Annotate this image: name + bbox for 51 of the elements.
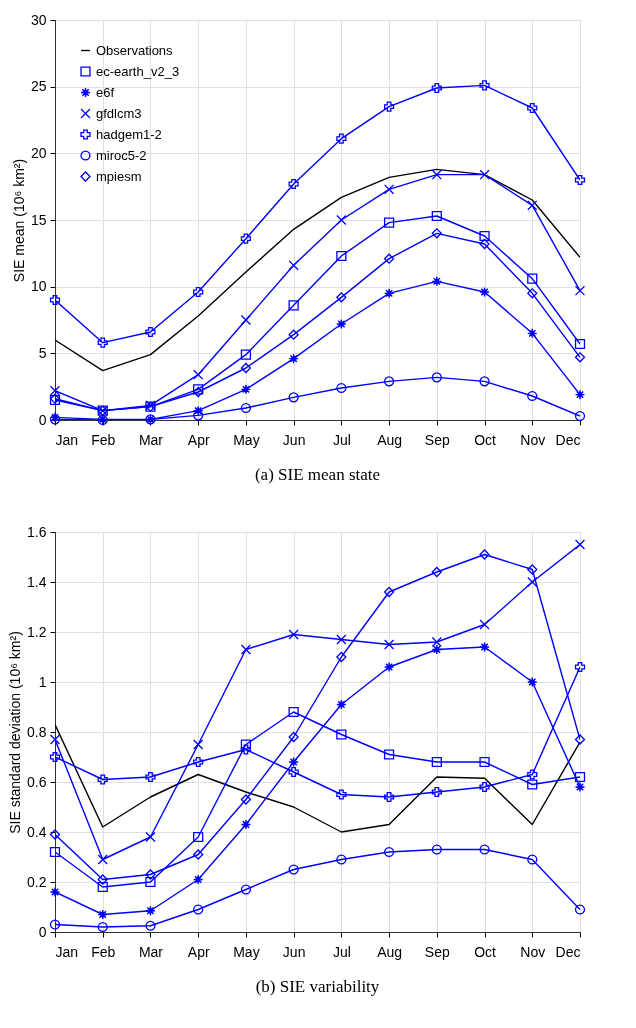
legend-label: hadgem1-2 <box>96 126 162 142</box>
y-tick-label: 0.8 <box>27 723 47 740</box>
text: (b) SIE variability <box>255 977 380 996</box>
y-tick-label: 25 <box>30 78 47 95</box>
legend-label: gfdlcm3 <box>96 105 142 121</box>
y-tick-label: 0 <box>38 923 47 940</box>
x-tick-label: Feb <box>91 943 116 960</box>
y-tick-label: 10 <box>30 278 47 295</box>
x-tick-label: May <box>233 431 260 448</box>
legend-label: e6f <box>96 84 115 100</box>
x-tick-label: Sep <box>424 943 450 960</box>
y-tick-label: 30 <box>30 11 47 28</box>
legend-label: ec-earth_v2_3 <box>96 63 180 79</box>
x-tick-label: Nov <box>520 943 546 960</box>
x-tick-label: Apr <box>187 431 210 448</box>
legend-label: Observations <box>96 42 174 58</box>
x-tick-label: Jul <box>332 431 351 448</box>
x-tick-label: Mar <box>138 943 164 960</box>
x-tick-label: Dec <box>555 431 581 448</box>
text: (a) SIE mean state <box>254 465 381 484</box>
x-tick-label: Nov <box>520 431 546 448</box>
x-tick-label: May <box>233 943 260 960</box>
legend-label: miroc5-2 <box>96 147 147 163</box>
y-tick-label: 20 <box>30 144 47 161</box>
x-tick-label: Mar <box>138 431 164 448</box>
x-tick-label: Jul <box>332 943 351 960</box>
y-tick-label: 0.4 <box>27 823 47 840</box>
x-tick-label: Jun <box>282 943 306 960</box>
x-tick-label: Dec <box>555 943 581 960</box>
x-tick-label: Aug <box>377 431 403 448</box>
y-axis-title: SIE mean (10⁶ km²) <box>10 158 27 283</box>
x-tick-label: Apr <box>187 943 210 960</box>
y-axis-title: SIE standard deviation (10⁶ km²) <box>7 631 24 834</box>
y-tick-label: 1 <box>38 673 47 690</box>
y-tick-label: 0.6 <box>27 773 47 790</box>
y-tick-label: 1.4 <box>27 573 47 590</box>
x-tick-label: Jan <box>55 943 79 960</box>
y-tick-label: 15 <box>30 211 47 228</box>
y-tick-label: 0 <box>38 411 47 428</box>
y-tick-label: 1.2 <box>27 623 47 640</box>
x-tick-label: Feb <box>91 431 116 448</box>
x-tick-label: Jun <box>282 431 306 448</box>
x-tick-label: Aug <box>377 943 403 960</box>
y-tick-label: 0.2 <box>27 873 47 890</box>
x-tick-label: Oct <box>474 943 497 960</box>
y-tick-label: 5 <box>38 344 47 361</box>
x-tick-label: Sep <box>424 431 450 448</box>
legend-label: mpiesm <box>96 168 142 184</box>
x-tick-label: Jan <box>55 431 79 448</box>
x-tick-label: Oct <box>474 431 497 448</box>
y-tick-label: 1.6 <box>27 523 47 540</box>
